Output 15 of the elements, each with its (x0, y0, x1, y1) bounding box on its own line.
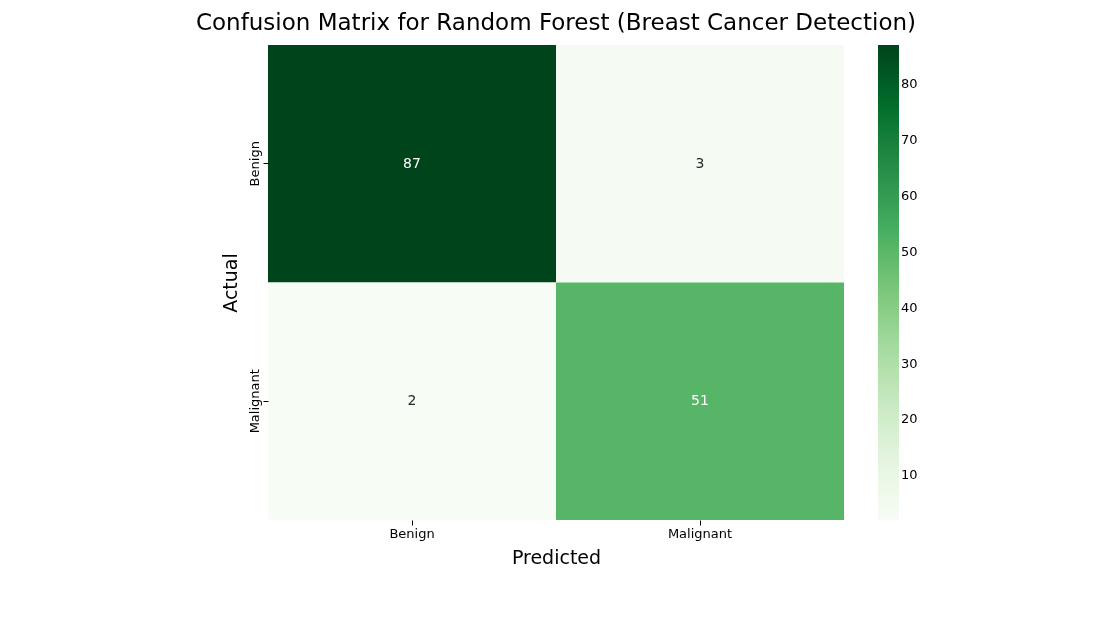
data-label: 3 (695, 154, 705, 171)
color-bar-label: 40 (901, 299, 918, 315)
color-bar-label: 70 (901, 132, 918, 147)
color-bar-label: 20 (901, 411, 918, 427)
y-axis-title: Actual (218, 253, 241, 313)
color-bar-label: 10 (901, 467, 918, 483)
color-bar-label: 80 (901, 76, 918, 92)
color-bar-label: 60 (901, 187, 918, 203)
data-label: 51 (691, 392, 709, 409)
data-label: 2 (407, 392, 417, 409)
data-label: 87 (403, 154, 421, 171)
x-axis-title: Predicted (511, 545, 602, 568)
chart-title: Confusion Matrix for Random Forest (Breast Cancer Detection) (195, 9, 917, 35)
color-bar-label: 30 (901, 355, 918, 371)
color-bar-label: 50 (901, 243, 918, 259)
